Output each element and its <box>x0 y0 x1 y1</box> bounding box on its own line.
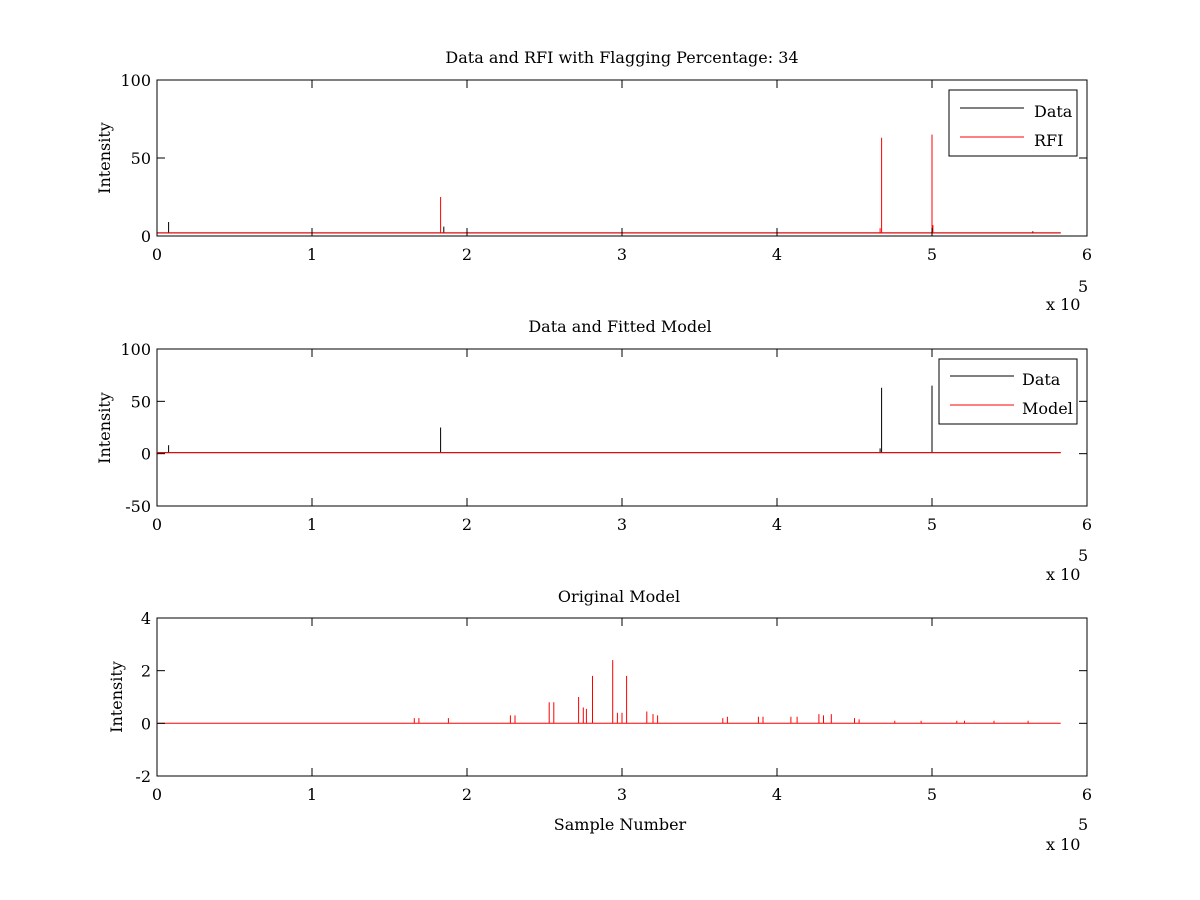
x-tick-label: 5 <box>927 245 937 264</box>
x-tick-label: 2 <box>462 515 472 534</box>
y-axis-label: Intensity <box>107 661 126 733</box>
y-tick-label: 0 <box>141 227 151 246</box>
x-tick-label: 6 <box>1082 515 1092 534</box>
x-tick-label: 0 <box>152 515 162 534</box>
legend: Data RFI <box>948 89 1078 157</box>
x-tick-label: 5 <box>927 785 937 804</box>
legend-label-data: Data <box>1022 370 1061 389</box>
x-tick-label: 6 <box>1082 785 1092 804</box>
x-tick-label: 2 <box>462 785 472 804</box>
x-tick-label: 3 <box>617 785 627 804</box>
y-tick-label: 50 <box>131 392 151 411</box>
x-tick-label: 4 <box>772 245 782 264</box>
y-tick-label: 0 <box>141 445 151 464</box>
plot-area <box>157 385 1061 454</box>
y-tick-label: -50 <box>125 497 151 516</box>
legend-label-model: Model <box>1022 399 1073 418</box>
series-line-data <box>157 385 1061 454</box>
subplot-title: Data and RFI with Flagging Percentage: 3… <box>445 48 798 67</box>
legend: Data Model <box>938 358 1078 425</box>
plot-area <box>157 134 1061 234</box>
subplot-rfi: Data and RFI with Flagging Percentage: 3… <box>95 48 1092 314</box>
x-multiplier: x 10 <box>1046 295 1080 314</box>
y-ticks: -2 0 2 4 <box>135 609 1087 786</box>
subplot-title: Original Model <box>558 587 680 606</box>
x-multiplier-exponent: 5 <box>1078 815 1088 834</box>
x-multiplier-exponent: 5 <box>1078 546 1088 565</box>
x-axis-label: Sample Number <box>554 815 687 834</box>
subplot-title: Data and Fitted Model <box>528 317 711 336</box>
legend-label-rfi: RFI <box>1034 131 1063 150</box>
x-tick-label: 2 <box>462 245 472 264</box>
legend-box <box>938 358 1078 425</box>
x-ticks: 0 1 2 3 4 5 6 <box>152 80 1092 264</box>
y-ticks: 0 50 100 <box>120 71 1087 246</box>
x-tick-label: 3 <box>617 515 627 534</box>
y-tick-label: 4 <box>141 609 151 628</box>
y-tick-label: 50 <box>131 149 151 168</box>
series-line-data <box>157 222 1061 234</box>
x-tick-label: 4 <box>772 515 782 534</box>
x-ticks: 0 1 2 3 4 5 6 <box>152 618 1092 804</box>
x-multiplier: x 10 <box>1046 565 1080 584</box>
y-tick-label: 2 <box>141 662 151 681</box>
x-tick-label: 0 <box>152 245 162 264</box>
y-tick-label: 100 <box>120 71 151 90</box>
legend-label-data: Data <box>1034 102 1073 121</box>
series-line-model <box>157 660 1061 724</box>
x-tick-label: 0 <box>152 785 162 804</box>
y-axis-label: Intensity <box>95 122 114 194</box>
x-tick-label: 4 <box>772 785 782 804</box>
y-tick-label: -2 <box>135 767 151 786</box>
legend-box <box>948 89 1078 157</box>
x-tick-label: 6 <box>1082 245 1092 264</box>
y-axis-label: Intensity <box>95 392 114 464</box>
x-tick-label: 1 <box>307 515 317 534</box>
x-ticks: 0 1 2 3 4 5 6 <box>152 349 1092 534</box>
x-multiplier-exponent: 5 <box>1078 277 1088 296</box>
y-ticks: -50 0 50 100 <box>120 340 1087 516</box>
x-tick-label: 5 <box>927 515 937 534</box>
y-tick-label: 100 <box>120 340 151 359</box>
x-tick-label: 1 <box>307 785 317 804</box>
series-line-rfi <box>157 134 1061 234</box>
plot-area <box>157 660 1061 724</box>
x-multiplier: x 10 <box>1046 835 1080 854</box>
x-tick-label: 1 <box>307 245 317 264</box>
x-tick-label: 3 <box>617 245 627 264</box>
y-tick-label: 0 <box>141 714 151 733</box>
